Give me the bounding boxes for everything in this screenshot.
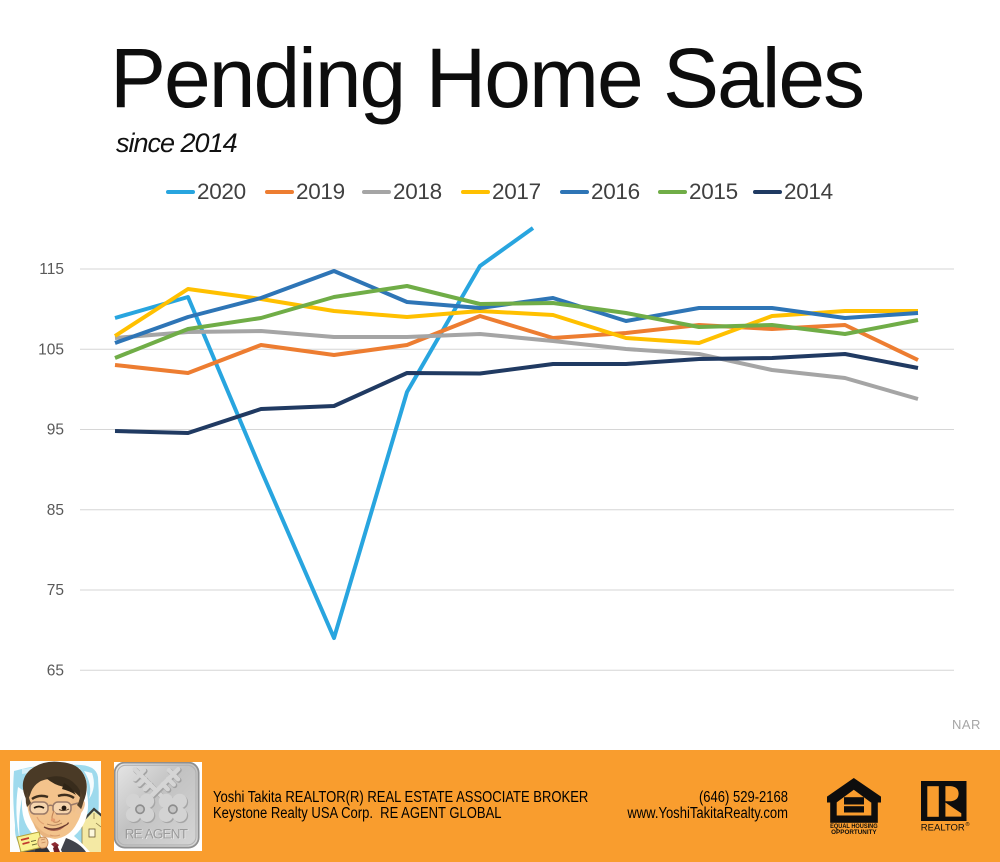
svg-text:95: 95 [47, 422, 64, 439]
svg-text:EQUAL HOUSING: EQUAL HOUSING [830, 824, 878, 830]
svg-text:RE AGENT: RE AGENT [125, 826, 189, 841]
svg-text:NAR: NAR [952, 717, 981, 732]
svg-text:65: 65 [47, 663, 64, 680]
svg-text:OPPORTUNITY: OPPORTUNITY [831, 830, 877, 835]
svg-text:85: 85 [47, 502, 64, 519]
svg-text:75: 75 [47, 582, 64, 599]
svg-text:REALTOR: REALTOR [921, 823, 965, 833]
svg-text:®: ® [966, 821, 970, 828]
svg-text:115: 115 [39, 261, 64, 278]
svg-text:RE AGENT: RE AGENT [125, 827, 189, 842]
svg-text:105: 105 [38, 342, 64, 359]
